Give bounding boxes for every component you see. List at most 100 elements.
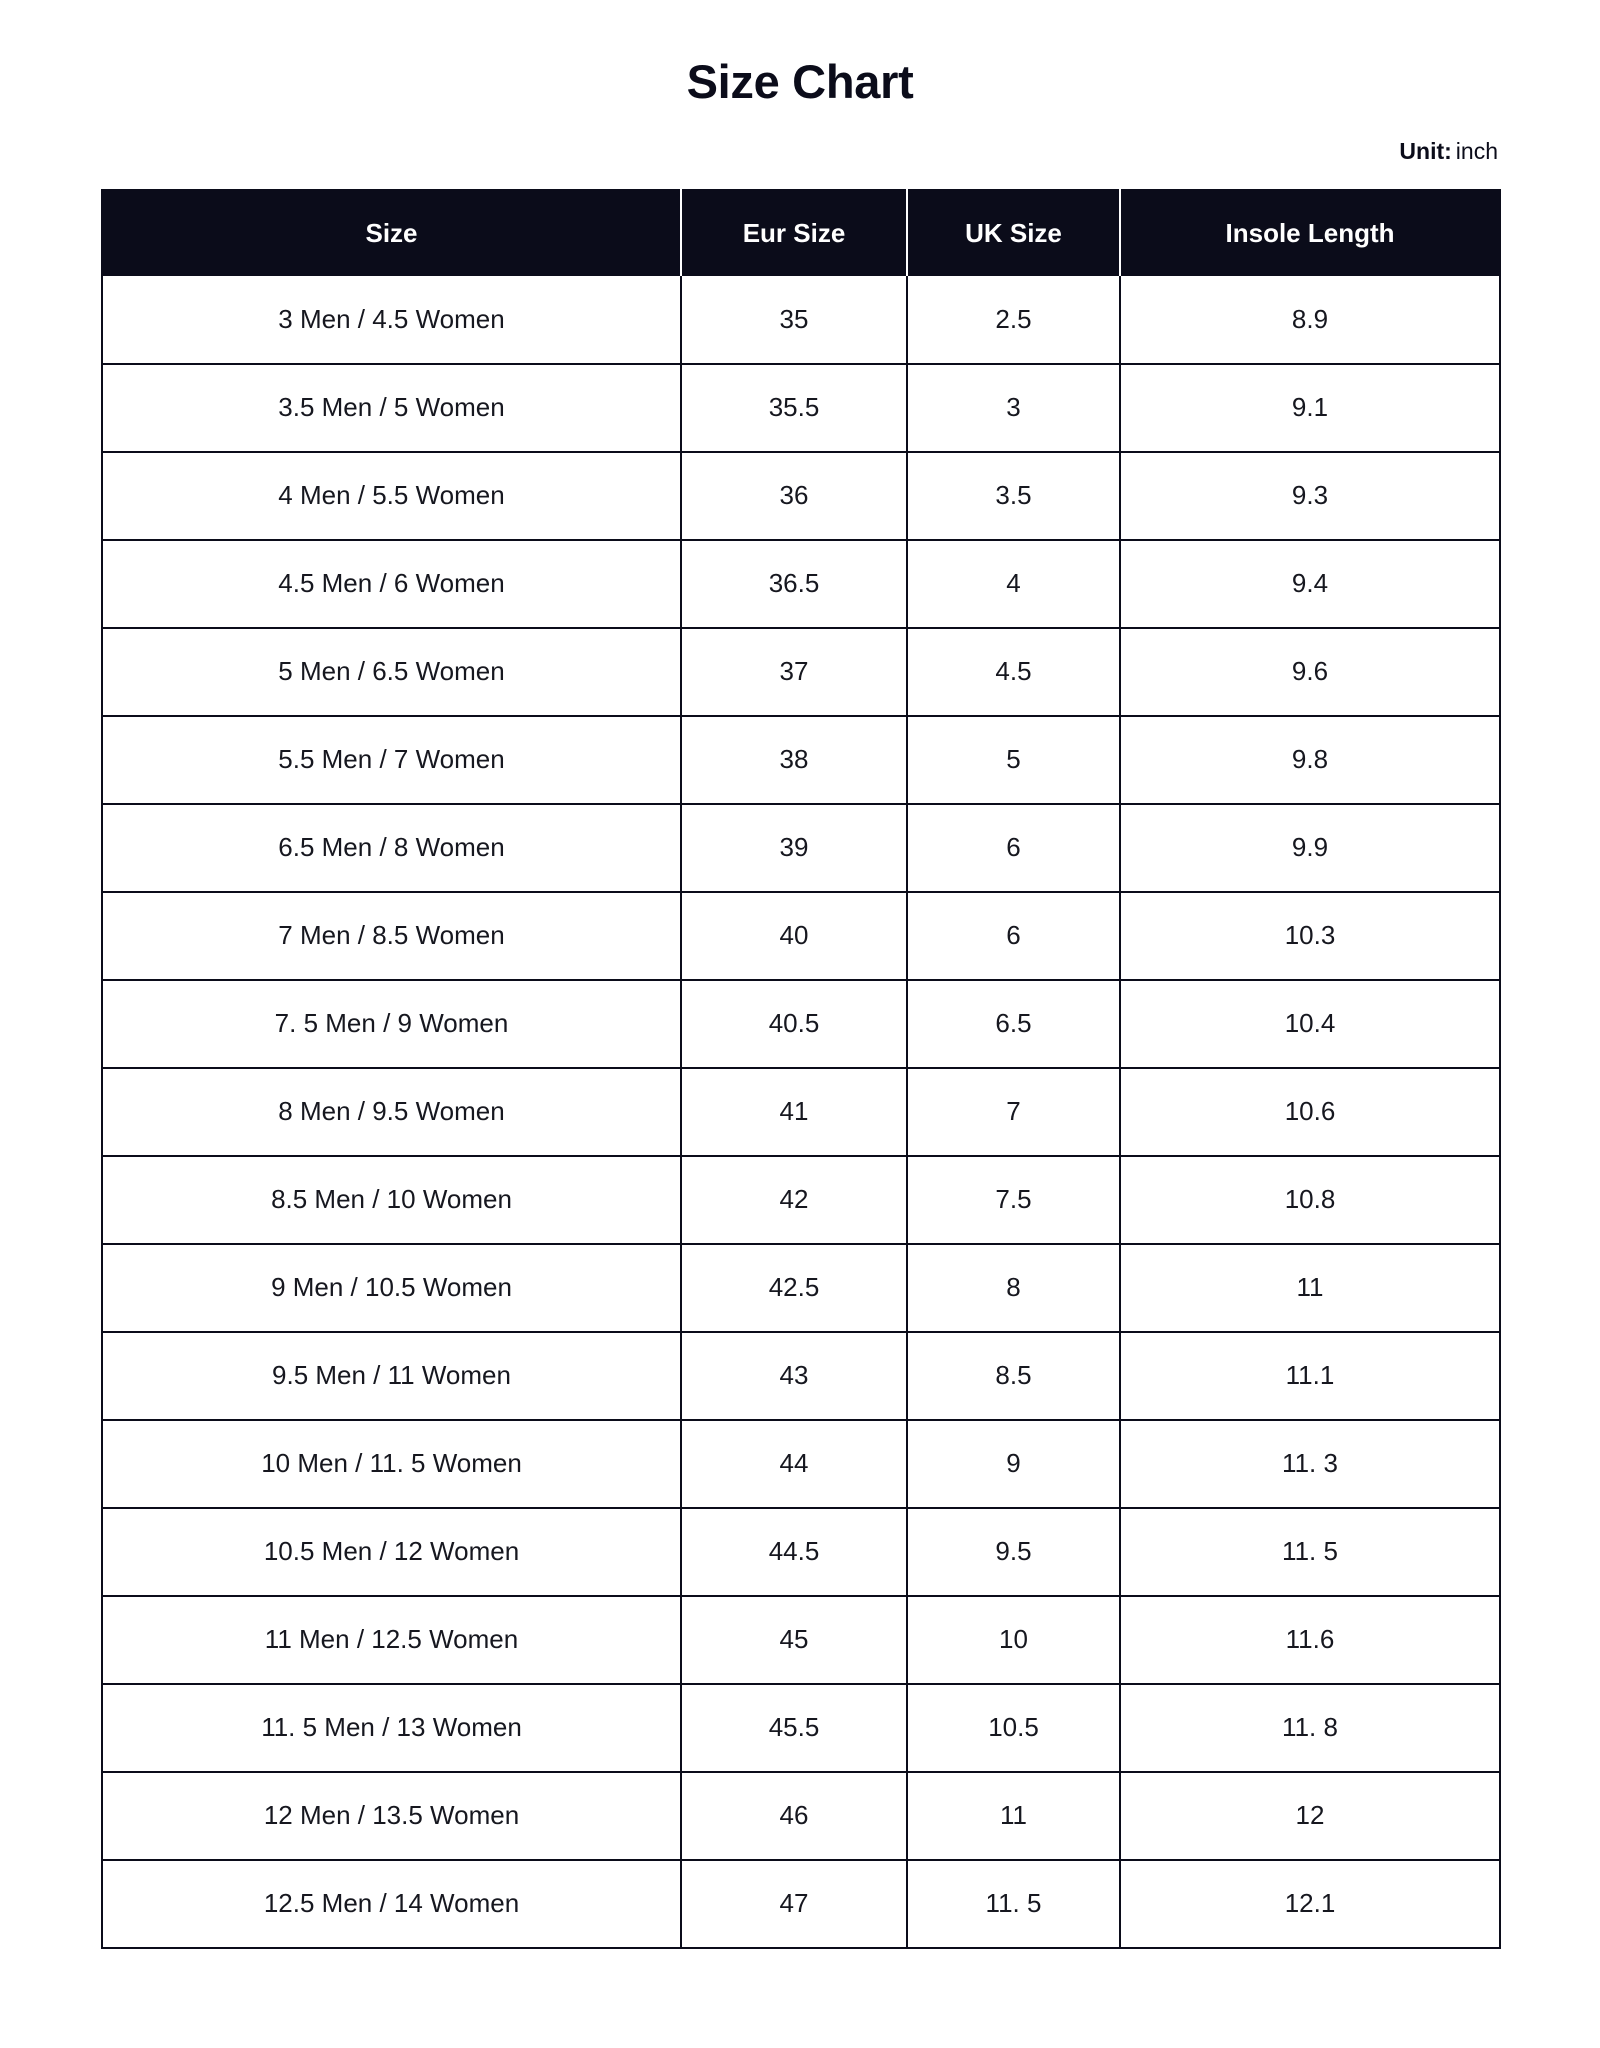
cell-eur-size: 40.5 — [681, 978, 908, 1068]
column-header-uk-size: UK Size — [907, 189, 1121, 276]
cell-eur-size: 35.5 — [681, 362, 908, 452]
table-row: 3.5 Men / 5 Women 35.5 3 9.1 — [102, 362, 1500, 452]
unit-note: Unit: inch — [0, 137, 1600, 164]
cell-eur-size: 37 — [681, 626, 908, 716]
cell-size: 8.5 Men / 10 Women — [102, 1154, 682, 1244]
cell-uk-size: 11. 5 — [907, 1858, 1121, 1948]
table-row: 7. 5 Men / 9 Women 40.5 6.5 10.4 — [102, 978, 1500, 1068]
column-header-size: Size — [102, 189, 682, 276]
cell-uk-size: 8 — [907, 1242, 1121, 1332]
cell-eur-size: 40 — [681, 890, 908, 980]
table-row: 9 Men / 10.5 Women 42.5 8 11 — [102, 1242, 1500, 1332]
cell-size: 12 Men / 13.5 Women — [102, 1770, 682, 1860]
cell-uk-size: 10 — [907, 1594, 1121, 1684]
size-chart-table: Size Eur Size UK Size Insole Length 3 Me… — [101, 188, 1501, 1949]
cell-insole-length: 9.6 — [1120, 626, 1500, 716]
cell-size: 3.5 Men / 5 Women — [102, 362, 682, 452]
cell-uk-size: 7 — [907, 1066, 1121, 1156]
cell-size: 7. 5 Men / 9 Women — [102, 978, 682, 1068]
cell-uk-size: 4.5 — [907, 626, 1121, 716]
cell-size: 12.5 Men / 14 Women — [102, 1858, 682, 1948]
page-title: Size Chart — [686, 55, 914, 108]
table-row: 4 Men / 5.5 Women 36 3.5 9.3 — [102, 450, 1500, 540]
cell-uk-size: 3 — [907, 362, 1121, 452]
cell-eur-size: 46 — [681, 1770, 908, 1860]
column-header-eur-size: Eur Size — [681, 189, 908, 276]
cell-uk-size: 6.5 — [907, 978, 1121, 1068]
table-row: 12.5 Men / 14 Women 47 11. 5 12.1 — [102, 1858, 1500, 1948]
table-row: 11 Men / 12.5 Women 45 10 11.6 — [102, 1594, 1500, 1684]
cell-uk-size: 9.5 — [907, 1506, 1121, 1596]
table-row: 5 Men / 6.5 Women 37 4.5 9.6 — [102, 626, 1500, 716]
cell-eur-size: 45 — [681, 1594, 908, 1684]
cell-insole-length: 8.9 — [1120, 275, 1500, 364]
table-row: 9.5 Men / 11 Women 43 8.5 11.1 — [102, 1330, 1500, 1420]
cell-size: 7 Men / 8.5 Women — [102, 890, 682, 980]
cell-uk-size: 6 — [907, 802, 1121, 892]
cell-size: 9 Men / 10.5 Women — [102, 1242, 682, 1332]
cell-insole-length: 12 — [1120, 1770, 1500, 1860]
cell-eur-size: 42 — [681, 1154, 908, 1244]
table-row: 6.5 Men / 8 Women 39 6 9.9 — [102, 802, 1500, 892]
cell-size: 5 Men / 6.5 Women — [102, 626, 682, 716]
cell-eur-size: 41 — [681, 1066, 908, 1156]
unit-label: Unit: — [1399, 137, 1452, 164]
cell-size: 8 Men / 9.5 Women — [102, 1066, 682, 1156]
cell-eur-size: 36 — [681, 450, 908, 540]
cell-eur-size: 44 — [681, 1418, 908, 1508]
size-table-container: Size Eur Size UK Size Insole Length 3 Me… — [0, 188, 1600, 1949]
cell-uk-size: 7.5 — [907, 1154, 1121, 1244]
table-header: Size Eur Size UK Size Insole Length — [102, 189, 1500, 276]
cell-eur-size: 35 — [681, 275, 908, 364]
cell-size: 3 Men / 4.5 Women — [102, 275, 682, 364]
cell-eur-size: 45.5 — [681, 1682, 908, 1772]
cell-size: 10 Men / 11. 5 Women — [102, 1418, 682, 1508]
cell-eur-size: 44.5 — [681, 1506, 908, 1596]
cell-insole-length: 11. 5 — [1120, 1506, 1500, 1596]
cell-insole-length: 9.8 — [1120, 714, 1500, 804]
table-row: 7 Men / 8.5 Women 40 6 10.3 — [102, 890, 1500, 980]
cell-size: 4 Men / 5.5 Women — [102, 450, 682, 540]
cell-uk-size: 6 — [907, 890, 1121, 980]
cell-size: 5.5 Men / 7 Women — [102, 714, 682, 804]
table-body: 3 Men / 4.5 Women 35 2.5 8.9 3.5 Men / 5 Wom… — [102, 275, 1500, 1948]
cell-insole-length: 10.4 — [1120, 978, 1500, 1068]
table-row: 5.5 Men / 7 Women 38 5 9.8 — [102, 714, 1500, 804]
cell-uk-size: 8.5 — [907, 1330, 1121, 1420]
cell-eur-size: 36.5 — [681, 538, 908, 628]
table-row: 4.5 Men / 6 Women 36.5 4 9.4 — [102, 538, 1500, 628]
cell-insole-length: 11 — [1120, 1242, 1500, 1332]
table-row: 10 Men / 11. 5 Women 44 9 11. 3 — [102, 1418, 1500, 1508]
title-container: Size Chart — [0, 0, 1600, 108]
cell-uk-size: 2.5 — [907, 275, 1121, 364]
cell-size: 4.5 Men / 6 Women — [102, 538, 682, 628]
cell-uk-size: 9 — [907, 1418, 1121, 1508]
cell-eur-size: 47 — [681, 1858, 908, 1948]
cell-uk-size: 5 — [907, 714, 1121, 804]
cell-insole-length: 11. 8 — [1120, 1682, 1500, 1772]
cell-insole-length: 10.6 — [1120, 1066, 1500, 1156]
cell-size: 10.5 Men / 12 Women — [102, 1506, 682, 1596]
cell-insole-length: 10.3 — [1120, 890, 1500, 980]
table-row: 10.5 Men / 12 Women 44.5 9.5 11. 5 — [102, 1506, 1500, 1596]
cell-insole-length: 9.4 — [1120, 538, 1500, 628]
cell-uk-size: 3.5 — [907, 450, 1121, 540]
cell-size: 11. 5 Men / 13 Women — [102, 1682, 682, 1772]
cell-size: 11 Men / 12.5 Women — [102, 1594, 682, 1684]
table-row: 8 Men / 9.5 Women 41 7 10.6 — [102, 1066, 1500, 1156]
cell-insole-length: 9.3 — [1120, 450, 1500, 540]
cell-eur-size: 43 — [681, 1330, 908, 1420]
cell-size: 6.5 Men / 8 Women — [102, 802, 682, 892]
cell-insole-length: 12.1 — [1120, 1858, 1500, 1948]
cell-insole-length: 11.6 — [1120, 1594, 1500, 1684]
cell-insole-length: 11.1 — [1120, 1330, 1500, 1420]
table-row: 11. 5 Men / 13 Women 45.5 10.5 11. 8 — [102, 1682, 1500, 1772]
cell-insole-length: 9.1 — [1120, 362, 1500, 452]
cell-insole-length: 10.8 — [1120, 1154, 1500, 1244]
table-row: 3 Men / 4.5 Women 35 2.5 8.9 — [102, 275, 1500, 364]
cell-insole-length: 9.9 — [1120, 802, 1500, 892]
cell-eur-size: 38 — [681, 714, 908, 804]
column-header-insole-length: Insole Length — [1120, 189, 1500, 276]
cell-eur-size: 42.5 — [681, 1242, 908, 1332]
